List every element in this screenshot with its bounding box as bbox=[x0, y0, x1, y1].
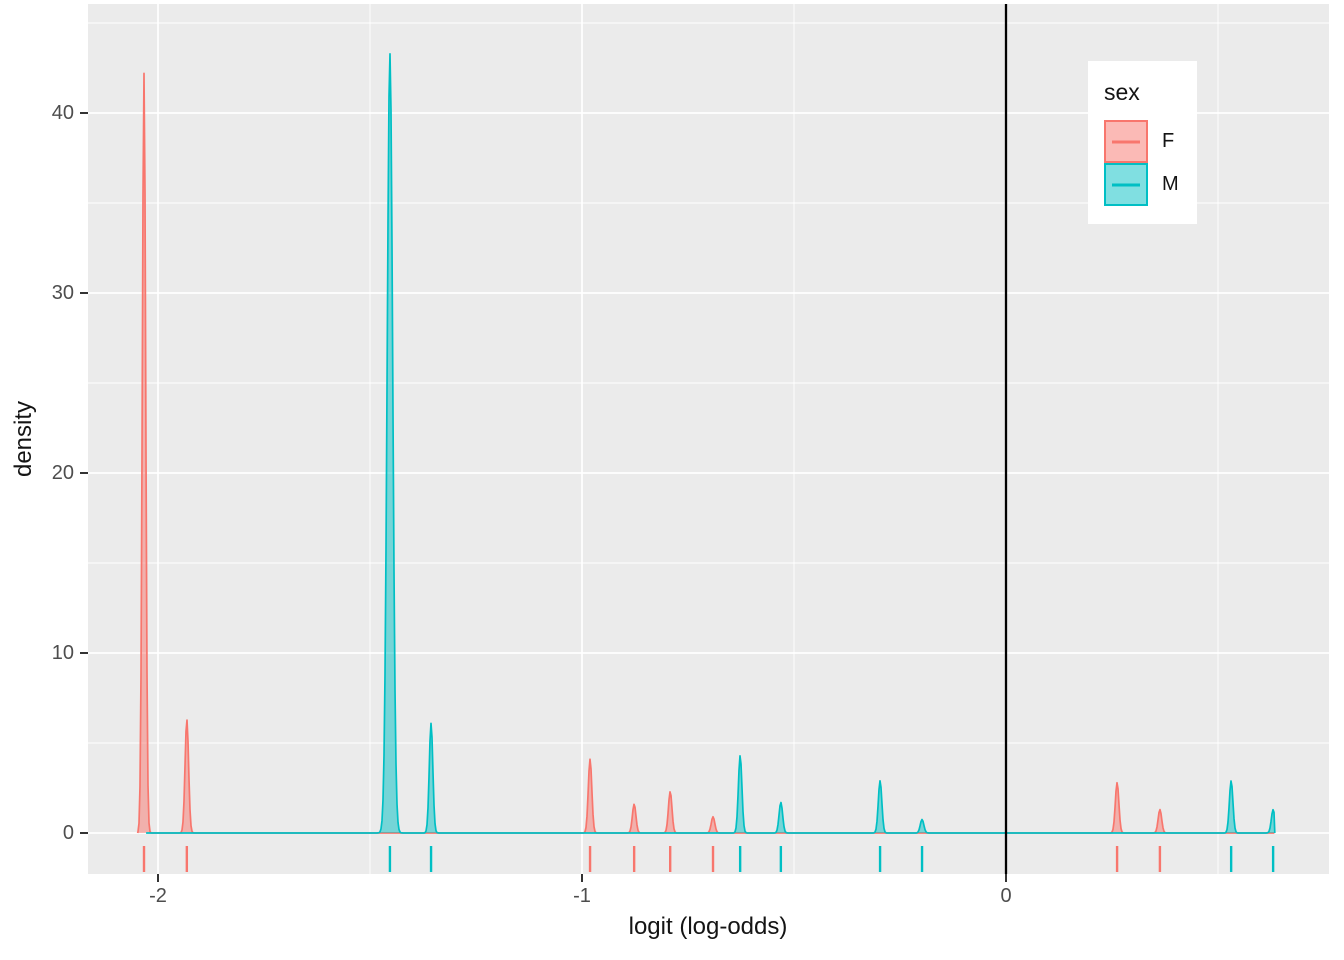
y-tick-label: 40 bbox=[51, 102, 74, 124]
y-axis-title: density bbox=[10, 400, 37, 478]
legend-keyline bbox=[1112, 183, 1140, 186]
x-tick-label: 0 bbox=[1000, 885, 1012, 907]
legend-swatch-M bbox=[1104, 163, 1148, 206]
legend-title: sex bbox=[1104, 79, 1140, 105]
legend-item-F: F bbox=[1104, 120, 1197, 163]
y-tick-label: 30 bbox=[51, 282, 74, 304]
x-tick-label: -1 bbox=[573, 885, 591, 907]
x-axis-title: logit (log-odds) bbox=[628, 913, 788, 940]
density-line-M bbox=[146, 53, 1276, 834]
x-tick-label: -2 bbox=[149, 885, 167, 907]
legend-item-label: F bbox=[1162, 130, 1175, 152]
legend-swatch-F bbox=[1104, 120, 1148, 163]
legend-item-label: M bbox=[1162, 173, 1179, 195]
legend-item-M: M bbox=[1104, 163, 1197, 206]
y-tick-label: 0 bbox=[62, 822, 74, 844]
y-tick-label: 20 bbox=[51, 462, 74, 484]
y-tick-label: 10 bbox=[51, 642, 74, 664]
legend-keyline bbox=[1112, 140, 1140, 143]
